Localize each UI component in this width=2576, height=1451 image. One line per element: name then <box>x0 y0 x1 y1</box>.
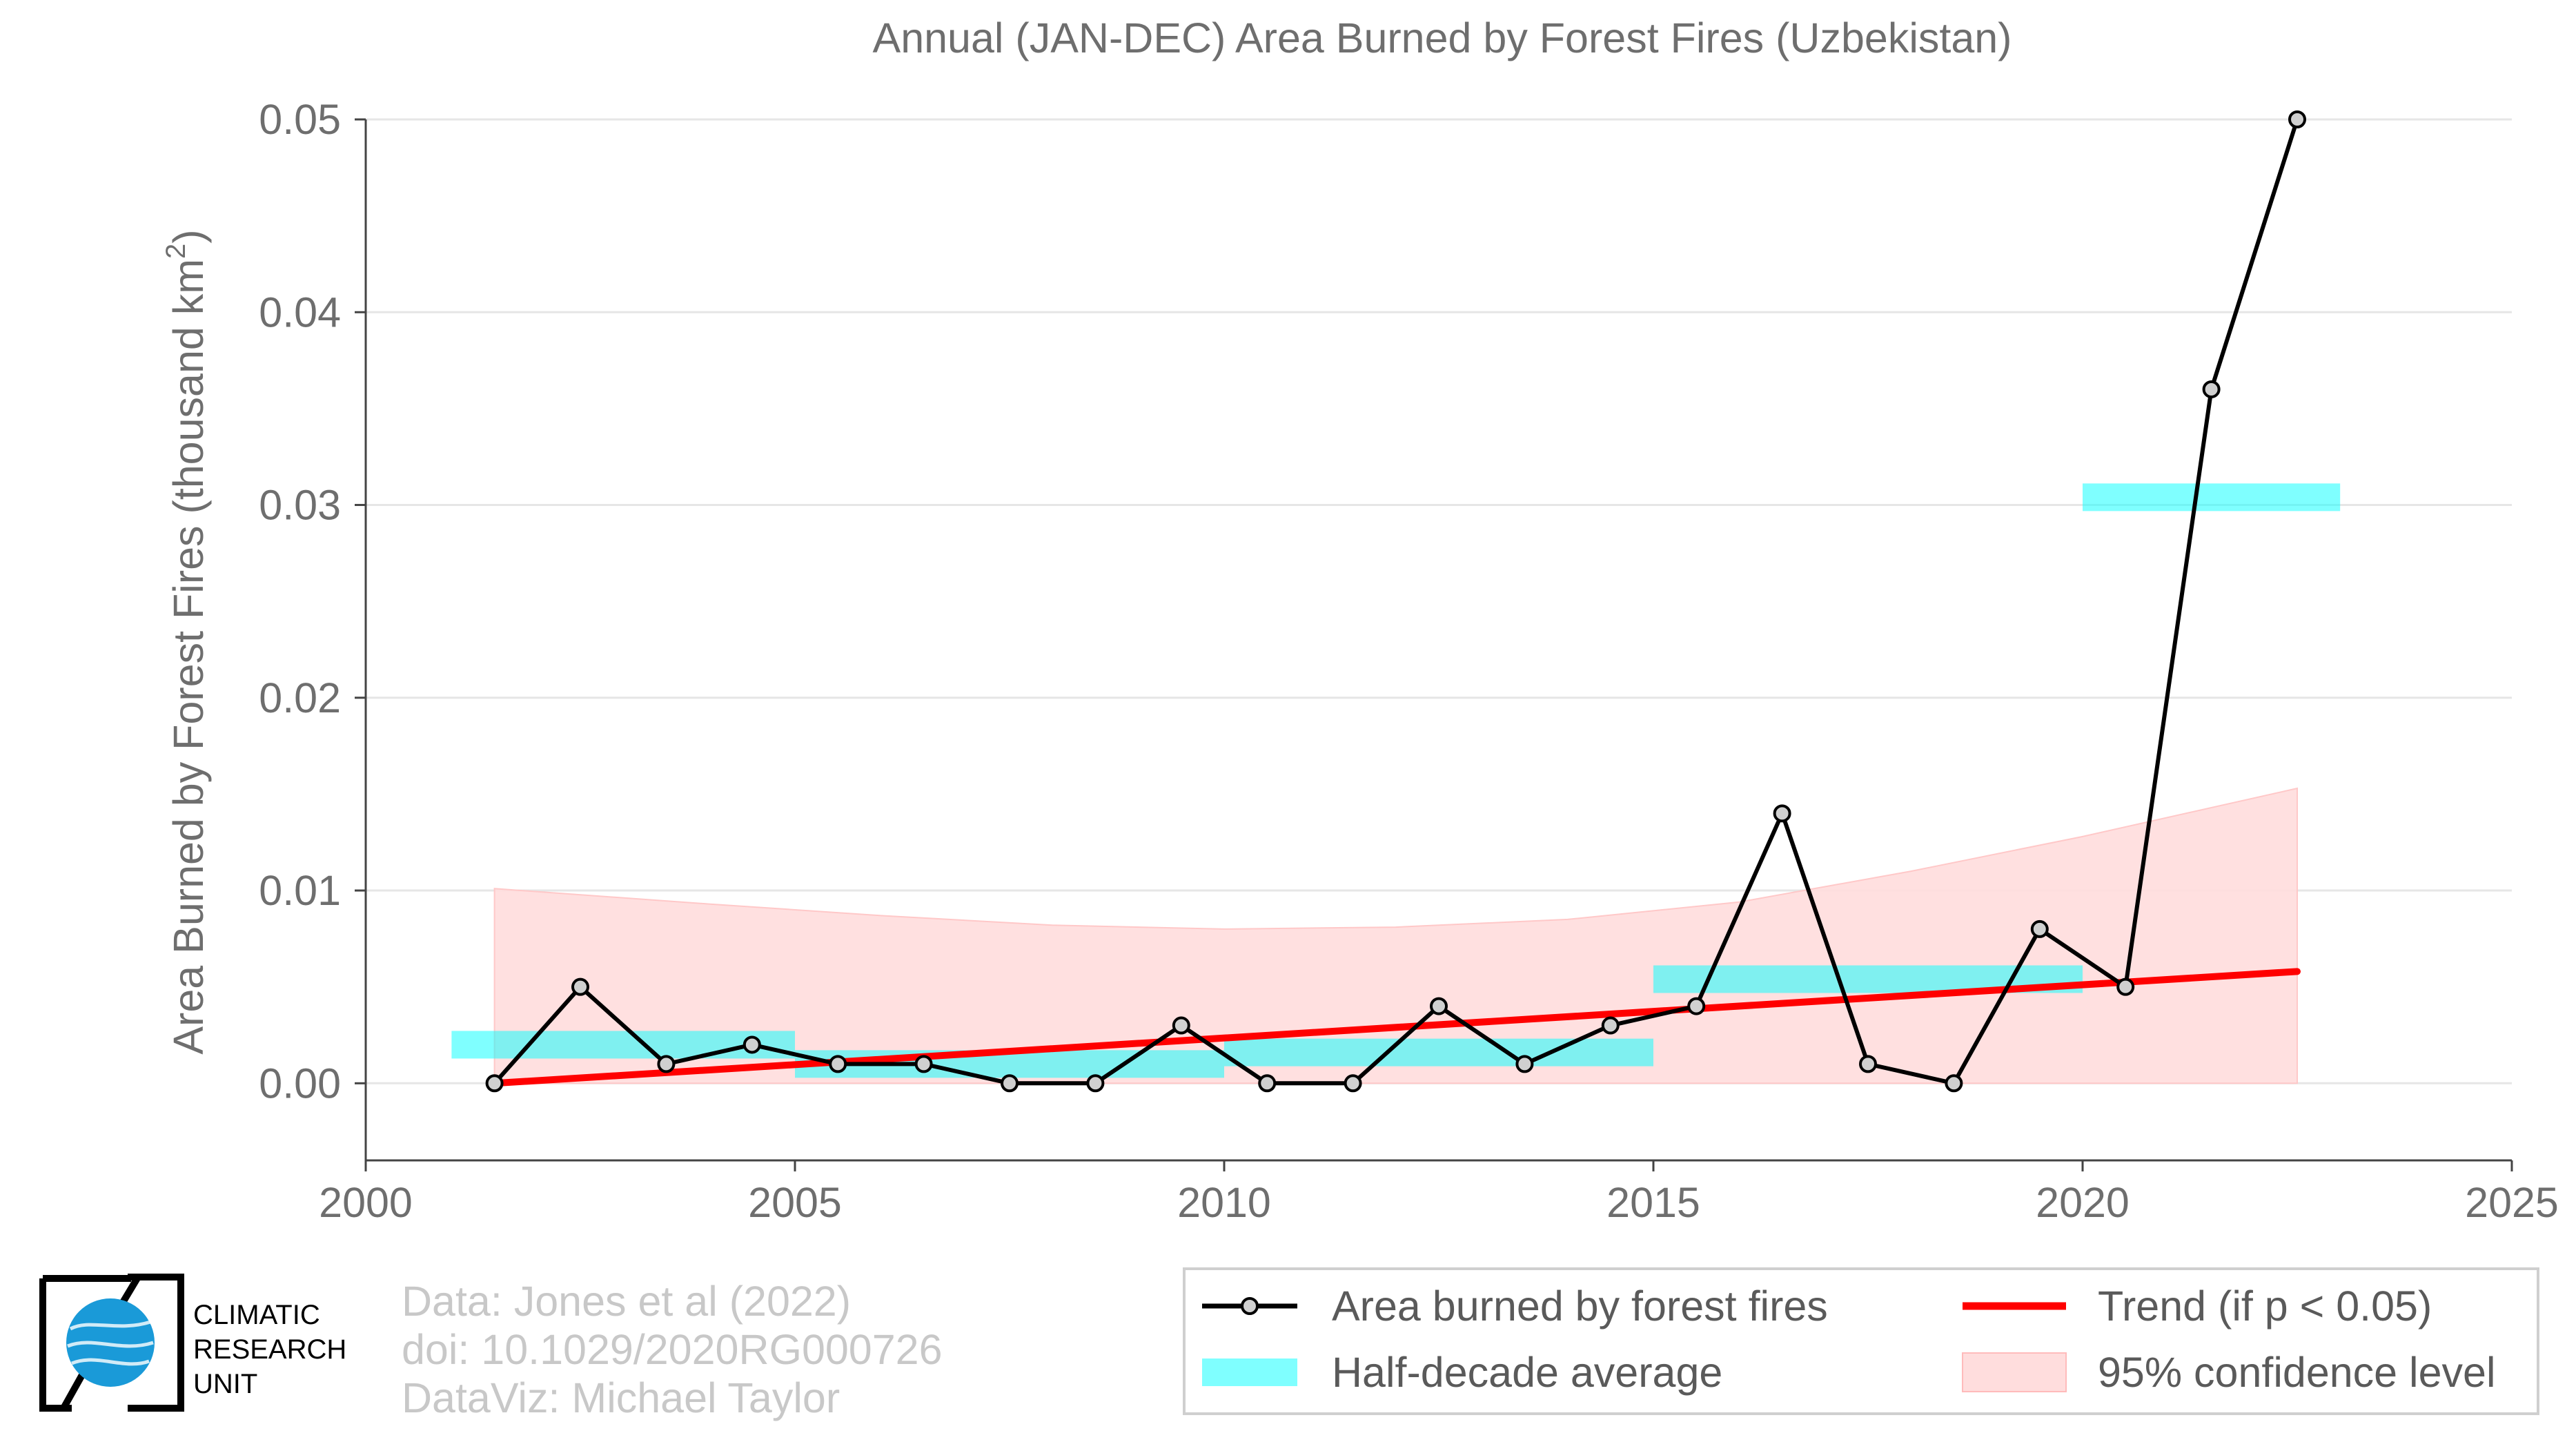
data-point <box>1172 1016 1190 1035</box>
legend-label-confidence: 95% confidence level <box>2098 1349 2496 1396</box>
data-point <box>1773 804 1791 823</box>
axes: 0.00 0.01 0.02 0.03 0.04 0.05 2000 2005 2010 2015… <box>259 96 2559 1226</box>
half-decade-bar <box>451 1031 795 1059</box>
half-decade-bars <box>451 483 2341 1078</box>
data-point <box>1001 1074 1019 1093</box>
confidence-band <box>493 787 2298 1084</box>
data-point <box>1086 1074 1105 1093</box>
data-point <box>743 1035 761 1054</box>
logo-bracket-left <box>39 1275 131 1412</box>
data-point <box>914 1055 933 1073</box>
series-line <box>493 119 2299 1086</box>
logo-text-climatic: CLIMATIC <box>193 1300 320 1330</box>
confidence-band-area <box>493 787 2298 1084</box>
x-tick-label: 2025 <box>2465 1179 2559 1226</box>
data-point <box>829 1055 847 1073</box>
credit-doi: doi: 10.1029/2020RG000726 <box>402 1326 943 1373</box>
logo-text-research: RESEARCH <box>193 1334 346 1365</box>
half-decade-bar <box>2083 483 2341 512</box>
logo-bracket-right <box>128 1274 184 1412</box>
credit-dataviz: DataViz: Michael Taylor <box>402 1374 840 1421</box>
y-tick-label: 0.02 <box>259 674 341 721</box>
legend: Area burned by forest fires Trend (if p … <box>1183 1267 2539 1415</box>
trend-line <box>491 968 2301 1087</box>
data-point <box>2288 110 2306 128</box>
x-tick-label: 2005 <box>748 1179 842 1226</box>
data-point <box>1430 997 1448 1015</box>
y-tick-label: 0.00 <box>259 1060 341 1107</box>
data-point <box>485 1074 504 1093</box>
data-point <box>2116 977 2135 996</box>
trend-line-segment <box>491 968 2301 1087</box>
legend-label-half-decade: Half-decade average <box>1332 1349 1722 1396</box>
cru-logo: CLIMATIC RESEARCH UNIT <box>39 1274 346 1412</box>
data-point <box>1687 997 1706 1015</box>
half-decade-bar <box>1224 1038 1653 1067</box>
y-axis-label: Area Burned by Forest Fires (thousand km… <box>161 229 212 1054</box>
chart-title: Annual (JAN-DEC) Area Burned by Forest F… <box>873 14 2012 61</box>
data-point <box>2202 380 2221 398</box>
data-point <box>657 1055 676 1073</box>
y-axis-label-superscript: 2 <box>161 244 191 259</box>
data-point <box>1945 1074 1963 1093</box>
legend-swatch-marker <box>1241 1297 1259 1315</box>
y-axis-label-end: ) <box>165 229 212 243</box>
legend-label-series: Area burned by forest fires <box>1332 1283 1828 1330</box>
data-point <box>1344 1074 1362 1093</box>
legend-box <box>1183 1267 2539 1415</box>
data-point <box>2030 919 2049 938</box>
legend-label-trend: Trend (if p < 0.05) <box>2098 1283 2432 1330</box>
credit-data: Data: Jones et al (2022) <box>402 1278 851 1325</box>
data-point <box>1601 1016 1620 1035</box>
legend-swatch-half-decade <box>1202 1359 1297 1386</box>
area-burned-series <box>485 110 2306 1093</box>
data-point <box>1515 1055 1534 1073</box>
logo-text-unit: UNIT <box>193 1369 257 1399</box>
y-tick-label: 0.03 <box>259 482 341 529</box>
data-point <box>1859 1055 1877 1073</box>
x-tick-label: 2015 <box>1606 1179 1700 1226</box>
y-tick-label: 0.01 <box>259 867 341 914</box>
data-point <box>571 977 589 996</box>
x-tick-label: 2000 <box>319 1179 413 1226</box>
y-tick-label: 0.04 <box>259 289 341 335</box>
globe-swirl <box>67 1320 154 1366</box>
data-point <box>1258 1074 1277 1093</box>
legend-swatch-confidence <box>1962 1352 2067 1392</box>
x-tick-label: 2010 <box>1177 1179 1271 1226</box>
y-tick-label: 0.05 <box>259 96 341 143</box>
x-tick-label: 2020 <box>2036 1179 2130 1226</box>
